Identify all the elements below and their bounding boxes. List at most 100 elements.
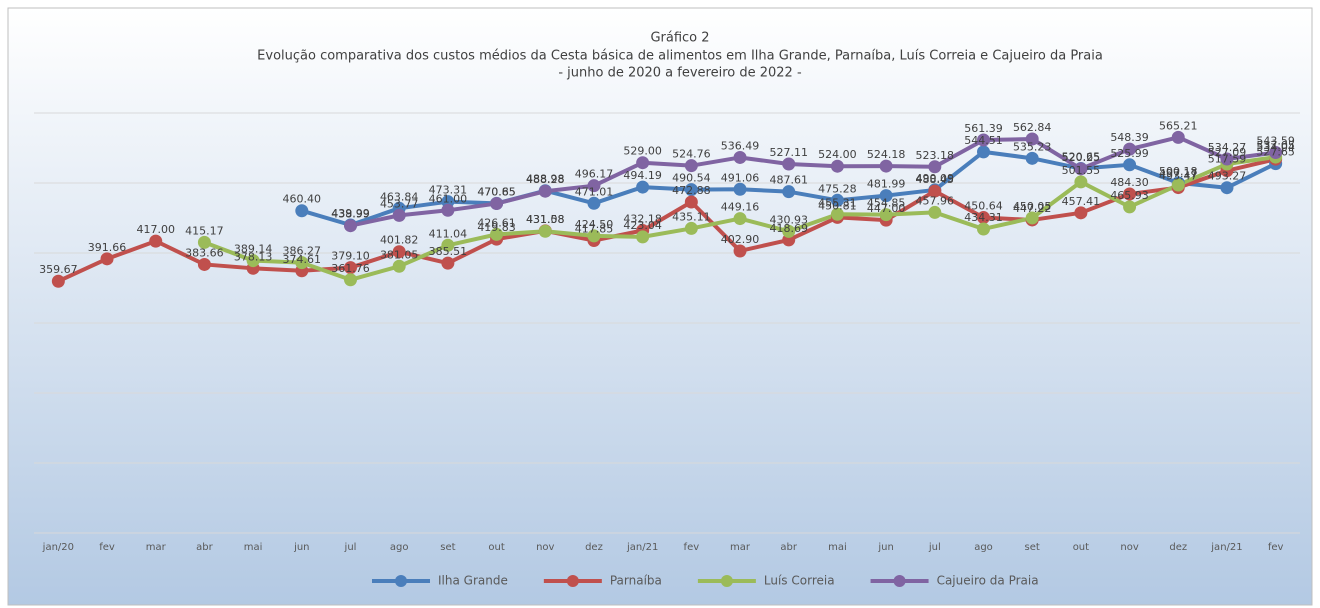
legend-marker: [395, 575, 407, 587]
marker: [1074, 162, 1088, 176]
data-label: 470.65: [477, 186, 516, 199]
x-tick-label: jan/21: [1210, 542, 1242, 553]
data-label: 460.40: [283, 193, 322, 206]
marker: [149, 234, 163, 248]
marker: [392, 245, 406, 259]
marker: [928, 184, 942, 198]
marker: [1269, 145, 1283, 159]
data-label: 417.00: [136, 223, 175, 236]
data-label: 438.99: [331, 208, 370, 221]
x-tick-label: set: [1025, 542, 1040, 553]
marker: [830, 193, 844, 207]
data-label: 523.18: [916, 149, 955, 162]
marker: [636, 156, 650, 170]
marker: [197, 257, 211, 271]
marker: [538, 224, 552, 238]
data-label: 470.85: [477, 185, 516, 198]
data-label: 461.00: [429, 192, 468, 205]
marker: [830, 159, 844, 173]
data-label: 391.66: [88, 241, 127, 254]
marker: [1171, 178, 1185, 192]
data-label: 401.82: [380, 234, 419, 247]
marker: [587, 229, 601, 243]
data-label: 471.01: [575, 185, 614, 198]
data-label: 537.05: [1256, 139, 1295, 152]
data-label: 527.11: [769, 146, 808, 159]
chart-subtitle: - junho de 2020 a fevereiro de 2022 -: [558, 66, 802, 81]
marker: [1074, 206, 1088, 220]
data-label: 493.47: [1159, 170, 1198, 183]
marker: [782, 157, 796, 171]
marker: [344, 273, 357, 287]
marker: [830, 207, 844, 221]
marker: [928, 160, 942, 174]
x-tick-label: mar: [146, 542, 167, 553]
marker: [392, 208, 406, 222]
data-label: 379.10: [331, 250, 370, 263]
data-label: 535.23: [1013, 140, 1052, 153]
data-label: 497.17: [1159, 167, 1198, 180]
data-label: 381.05: [380, 248, 419, 261]
marker: [441, 256, 455, 270]
series-line: [350, 135, 1276, 228]
data-label: 548.39: [1110, 131, 1149, 144]
marker: [1220, 181, 1234, 195]
data-label: 543.59: [1256, 134, 1295, 147]
data-label: 475.28: [818, 182, 857, 195]
chart-title: Gráfico 2: [650, 31, 709, 46]
data-label: 457.41: [1062, 195, 1101, 208]
data-label: 431.08: [526, 213, 565, 226]
marker: [733, 150, 747, 164]
marker: [1074, 175, 1088, 189]
data-label: 490.54: [672, 172, 711, 185]
marker: [684, 159, 698, 173]
data-label: 450.81: [818, 199, 857, 212]
x-tick-label: ago: [974, 542, 993, 553]
x-tick-label: jun: [877, 542, 893, 553]
data-label: 472.88: [672, 184, 711, 197]
marker: [490, 227, 504, 241]
legend-label: Ilha Grande: [438, 574, 508, 588]
x-tick-label: mai: [244, 542, 263, 553]
x-tick-label: fev: [684, 542, 700, 553]
series-line: [57, 157, 1277, 284]
x-tick-label: abr: [196, 542, 213, 553]
x-tick-label: nov: [1120, 542, 1138, 553]
data-label: 488.98: [526, 173, 565, 186]
data-label: 385.51: [429, 245, 468, 258]
x-tick-label: dez: [585, 542, 603, 553]
marker: [977, 145, 990, 159]
data-label: 488.45: [916, 173, 955, 186]
x-tick-label: jan/21: [626, 542, 658, 553]
x-tick-label: jul: [928, 542, 941, 553]
marker: [587, 179, 601, 193]
data-label: 447.22: [1013, 202, 1052, 215]
data-label: 490.09: [916, 172, 955, 185]
data-label: 450.64: [964, 200, 1003, 213]
data-label: 544.51: [964, 134, 1003, 147]
x-tick-label: dez: [1169, 542, 1187, 553]
data-label: 465.93: [1110, 189, 1149, 202]
data-label: 389.14: [234, 243, 273, 256]
data-label: 453.77: [380, 197, 419, 210]
marker: [1123, 158, 1137, 172]
marker: [246, 254, 260, 268]
marker: [977, 133, 990, 147]
data-label: 431.58: [526, 213, 565, 226]
legend-marker: [566, 575, 579, 587]
marker: [1220, 152, 1234, 166]
data-label: 361.76: [331, 262, 370, 275]
marker: [295, 204, 309, 218]
data-label: 447.00: [867, 202, 906, 215]
data-label: 524.00: [818, 148, 857, 161]
x-tick-label: out: [488, 542, 504, 553]
marker: [636, 230, 650, 244]
data-label: 411.04: [429, 227, 468, 240]
data-label: 378.13: [234, 250, 273, 263]
marker: [197, 235, 211, 249]
data-label: 426.61: [477, 216, 516, 229]
x-tick-label: set: [440, 542, 455, 553]
marker: [441, 238, 455, 252]
data-label: 454.85: [867, 197, 906, 210]
